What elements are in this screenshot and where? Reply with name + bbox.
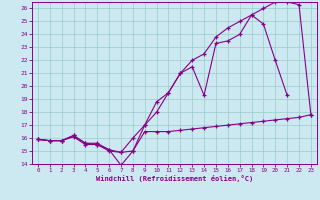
- X-axis label: Windchill (Refroidissement éolien,°C): Windchill (Refroidissement éolien,°C): [96, 175, 253, 182]
